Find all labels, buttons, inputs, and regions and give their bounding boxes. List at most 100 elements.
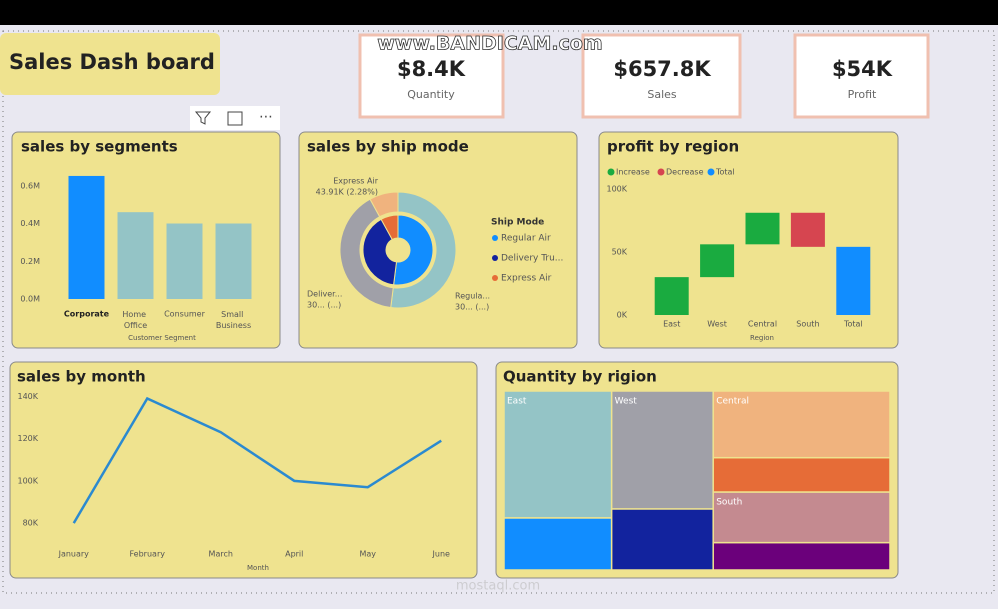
canvas-border [2, 30, 995, 594]
x-tick-label: Total [843, 320, 863, 329]
legend-marker [607, 168, 615, 176]
y-tick-label: 120K [17, 434, 38, 443]
legend-marker [492, 275, 498, 281]
filter-icon[interactable] [194, 111, 212, 125]
treemap-cell [503, 390, 613, 519]
legend-label: Decrease [666, 168, 704, 177]
kpi-label: Quantity [407, 88, 455, 101]
kpi-card [358, 33, 505, 119]
legend-label: Regular Air [501, 234, 551, 244]
legend-marker [492, 235, 498, 241]
chart-title: sales by ship mode [307, 138, 469, 156]
legend-marker [707, 168, 715, 176]
kpi-label: Sales [647, 88, 677, 101]
data-label: Regula... [455, 292, 490, 301]
watermark: www.BANDICAM.com [377, 33, 602, 55]
bar [166, 223, 203, 299]
chart-title: sales by segments [21, 138, 178, 156]
x-tick-label: May [359, 550, 376, 559]
top-bar [0, 0, 998, 25]
watermark: mostaql.com [456, 579, 540, 594]
dashboard-title: Sales Dash board [9, 50, 215, 74]
legend-title: Ship Mode [491, 218, 544, 228]
data-label: Deliver... [307, 290, 342, 299]
y-tick-label: 0.4M [20, 219, 40, 228]
kpi-label: Profit [848, 88, 877, 101]
legend-marker [492, 255, 498, 261]
x-tick-label: Corporate [64, 310, 110, 319]
kpi-value: $54K [832, 57, 893, 81]
treemap-label: West [615, 397, 638, 407]
x-tick-label: West [707, 320, 727, 329]
x-axis-title: Month [247, 564, 269, 572]
focus-icon[interactable] [227, 111, 243, 126]
treemap-cell [712, 456, 891, 493]
waterfall-bar [700, 244, 735, 278]
chart-title: Quantity by rigion [503, 368, 657, 386]
treemap-cell [503, 517, 613, 571]
chart-title: profit by region [607, 138, 739, 156]
x-tick-label: March [209, 550, 233, 559]
panel [9, 361, 478, 579]
y-tick-label: 50K [612, 247, 628, 256]
waterfall-bar [836, 246, 871, 315]
legend-marker [657, 168, 665, 176]
chart-title: sales by month [17, 368, 146, 386]
x-tick-label: January [58, 550, 90, 559]
treemap-cell [712, 390, 891, 459]
y-tick-label: 100K [17, 476, 38, 485]
data-label: 30... (...) [307, 301, 341, 310]
donut-inner-slice [380, 214, 399, 241]
x-tick-label: East [663, 320, 680, 329]
legend-label: Increase [616, 168, 650, 177]
legend-label: Express Air [501, 274, 552, 284]
x-tick-label: February [130, 550, 166, 559]
bar [68, 175, 105, 299]
visual-toolbar: ⋯ [190, 106, 280, 130]
y-tick-label: 0.0M [20, 295, 40, 304]
x-tick-label: June [432, 550, 451, 559]
x-tick-label: April [285, 550, 303, 559]
bar [215, 223, 252, 299]
donut-outer-slice [390, 191, 457, 309]
more-icon[interactable]: ⋯ [259, 109, 273, 125]
y-tick-label: 80K [23, 519, 39, 528]
treemap-label: East [507, 397, 527, 407]
data-label: Express Air [333, 177, 378, 186]
data-label: 30... (...) [455, 303, 489, 312]
line [72, 396, 442, 524]
donut-outer-slice [369, 191, 399, 218]
treemap-cell [610, 390, 714, 510]
x-tick-label: Small Business [216, 310, 251, 330]
x-tick-label: Central [748, 320, 777, 329]
donut-inner-slice [393, 214, 434, 286]
y-tick-label: 100K [606, 184, 627, 193]
treemap-cell [610, 508, 714, 571]
x-axis-title: Customer Segment [128, 334, 196, 342]
waterfall-bar [745, 212, 780, 245]
y-tick-label: 0.2M [20, 257, 40, 266]
waterfall-bar [654, 277, 689, 315]
x-tick-label: South [796, 320, 819, 329]
y-tick-label: 140K [17, 392, 38, 401]
legend-label: Total [715, 168, 735, 177]
treemap-cell [712, 541, 891, 571]
data-label: 43.91K (2.28%) [316, 188, 378, 197]
bar [117, 212, 154, 299]
x-axis-title: Region [750, 334, 774, 342]
title-box [0, 33, 220, 95]
kpi-value: $657.8K [613, 57, 711, 81]
kpi-value: $8.4K [397, 57, 466, 81]
treemap-label: Central [716, 397, 749, 407]
y-tick-label: 0.6M [20, 181, 40, 190]
legend-label: Delivery Tru... [501, 254, 563, 264]
x-tick-label: Consumer [164, 310, 206, 319]
treemap-label: South [716, 498, 742, 508]
kpi-card [581, 33, 742, 119]
y-tick-label: 0K [617, 311, 628, 320]
kpi-card [793, 33, 930, 119]
x-tick-label: Home Office [122, 310, 148, 330]
waterfall-bar [790, 212, 825, 247]
donut-inner-slice [362, 218, 398, 286]
